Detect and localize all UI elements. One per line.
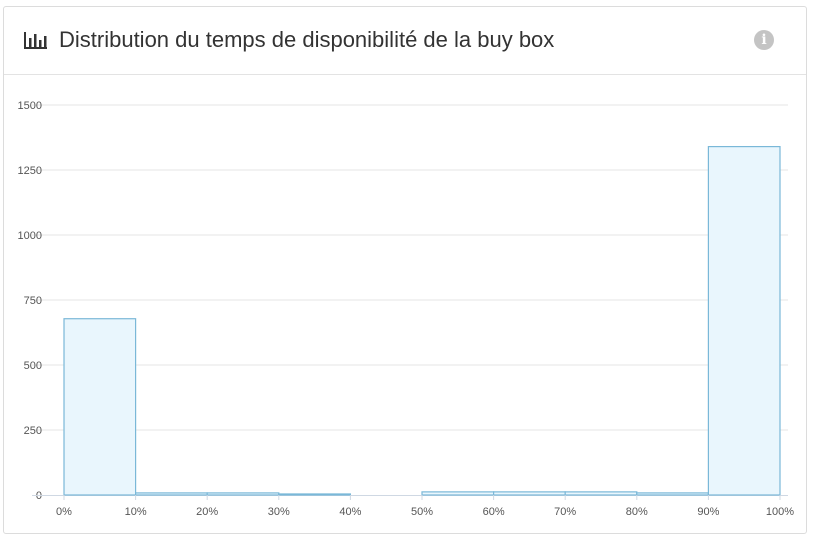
histogram-bar [493,491,566,496]
card-header: Distribution du temps de disponibilité d… [4,7,806,75]
x-tick-label: 80% [626,506,648,518]
x-tick-label: 90% [697,506,719,518]
chart-title: Distribution du temps de disponibilité d… [59,27,555,52]
chart-card: Distribution du temps de disponibilité d… [3,6,807,534]
y-tick-label: 750 [24,295,42,307]
x-tick-label: 10% [125,506,147,518]
histogram-bar [564,491,638,496]
histogram-bar [63,318,137,496]
x-tick-label: 60% [483,506,505,518]
y-tick-label: 500 [24,360,42,372]
y-tick-label: 250 [24,425,42,437]
histogram-bar [636,492,709,496]
y-tick-label: 1000 [18,230,42,242]
histogram-bar [135,492,208,496]
x-tick-label: 70% [554,506,576,518]
x-tick-label: 0% [56,506,72,518]
histogram-bar [206,492,280,496]
y-tick-label: 1250 [18,165,42,177]
histogram-bar [707,146,781,496]
x-tick-label: 50% [411,506,433,518]
histogram-bar [278,493,351,496]
info-icon[interactable]: i [754,30,774,50]
x-tick-label: 20% [196,506,218,518]
x-tick-label: 100% [766,506,794,518]
x-tick-label: 30% [268,506,290,518]
bar-chart-icon [24,32,47,49]
y-tick-label: 1500 [18,100,42,112]
histogram-bar [421,491,495,496]
x-tick-label: 40% [339,506,361,518]
